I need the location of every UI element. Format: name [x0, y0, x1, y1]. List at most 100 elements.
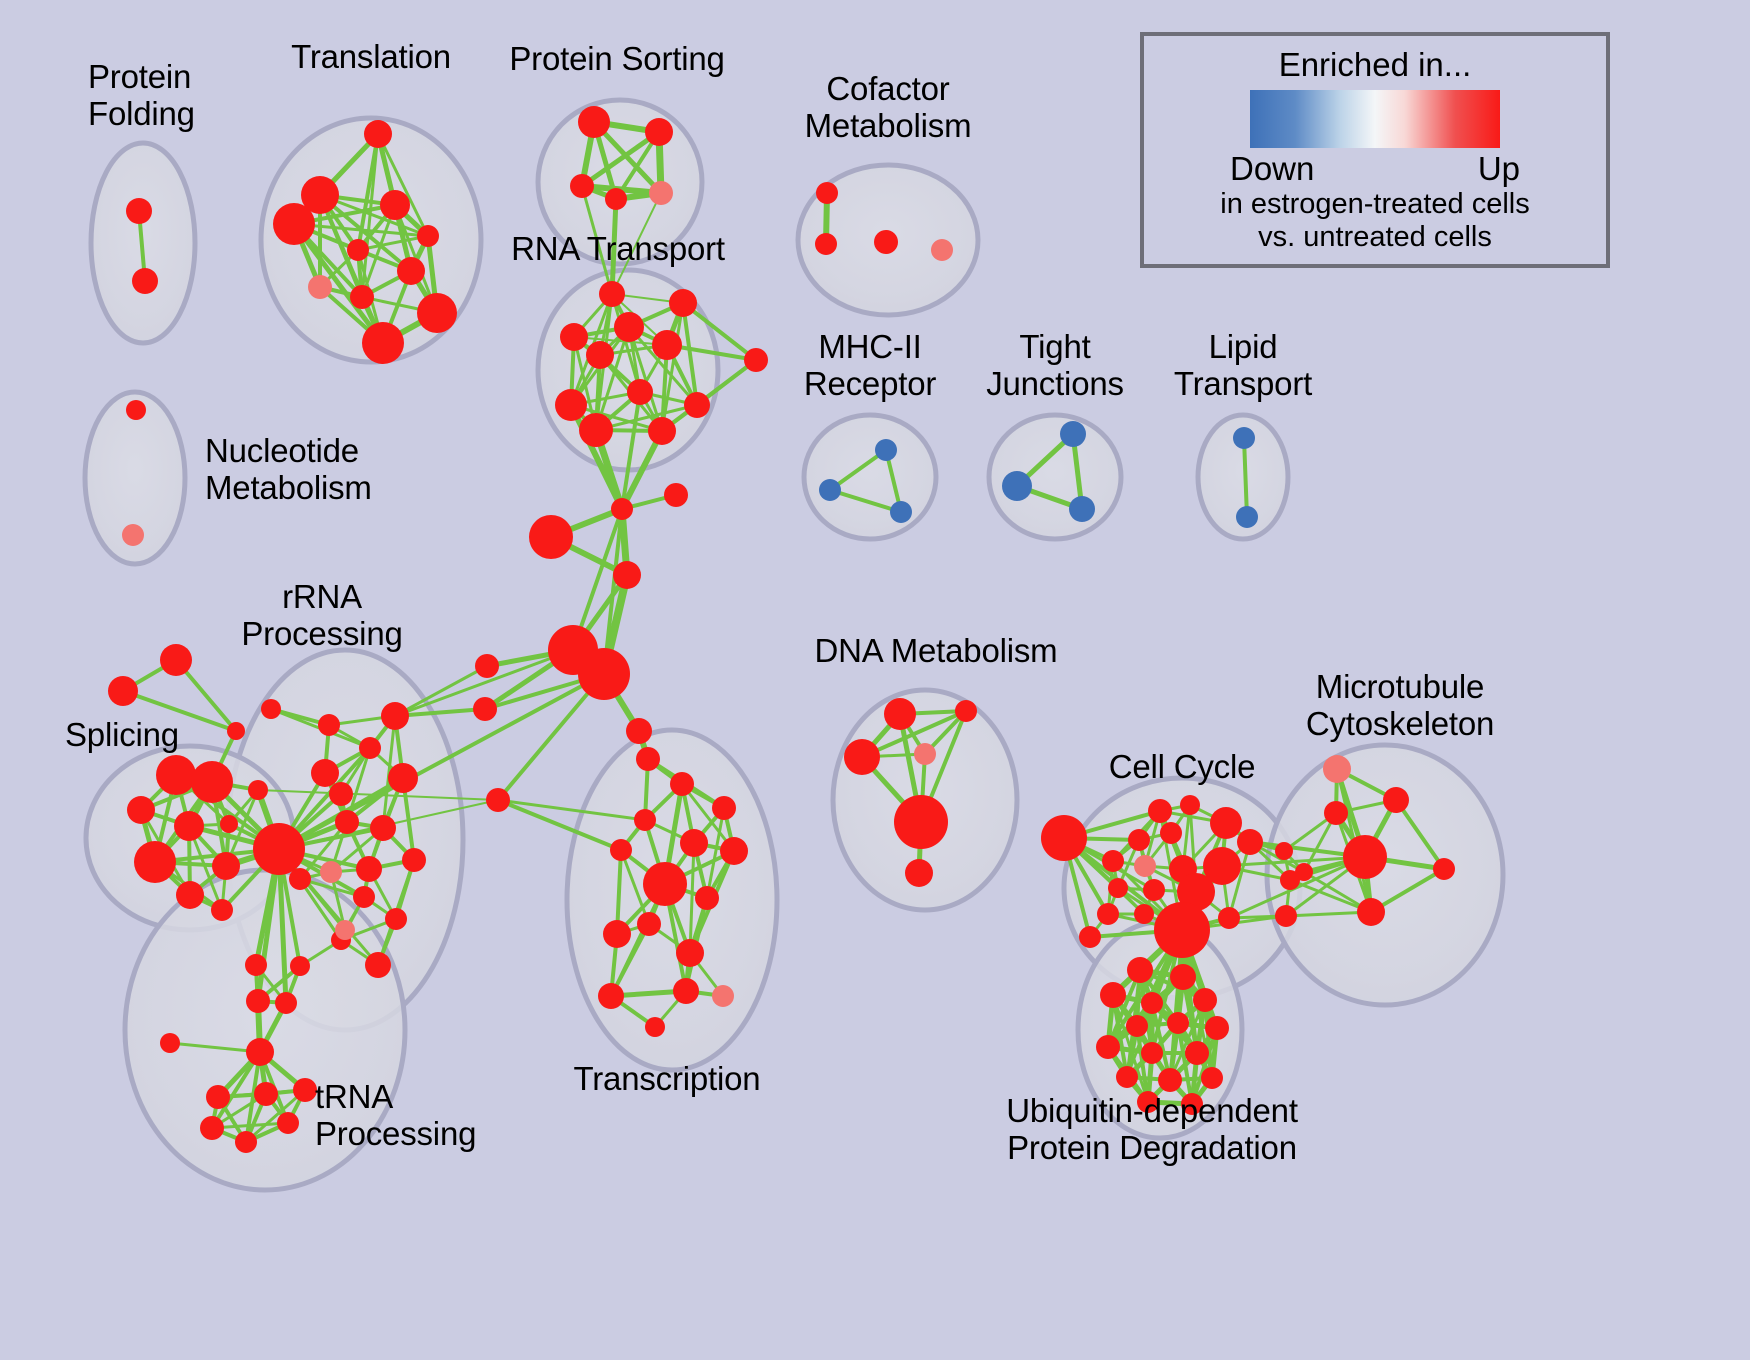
- network-node[interactable]: [1383, 787, 1409, 813]
- network-node[interactable]: [1236, 506, 1258, 528]
- network-node[interactable]: [174, 811, 204, 841]
- network-node[interactable]: [914, 743, 936, 765]
- network-node[interactable]: [200, 1116, 224, 1140]
- network-node[interactable]: [1097, 903, 1119, 925]
- network-node[interactable]: [1002, 471, 1032, 501]
- network-node[interactable]: [108, 676, 138, 706]
- network-node[interactable]: [1324, 801, 1348, 825]
- network-node[interactable]: [579, 413, 613, 447]
- network-node[interactable]: [160, 1033, 180, 1053]
- network-node[interactable]: [599, 281, 625, 307]
- network-node[interactable]: [388, 763, 418, 793]
- network-node[interactable]: [417, 225, 439, 247]
- network-node[interactable]: [613, 561, 641, 589]
- network-node[interactable]: [1205, 1016, 1229, 1040]
- network-node[interactable]: [132, 268, 158, 294]
- network-node[interactable]: [365, 952, 391, 978]
- network-node[interactable]: [1126, 1015, 1148, 1037]
- network-node[interactable]: [402, 848, 426, 872]
- network-node[interactable]: [1041, 815, 1087, 861]
- network-node[interactable]: [1280, 870, 1300, 890]
- network-node[interactable]: [637, 912, 661, 936]
- network-node[interactable]: [191, 761, 233, 803]
- network-node[interactable]: [1180, 795, 1200, 815]
- network-node[interactable]: [603, 920, 631, 948]
- network-node[interactable]: [364, 120, 392, 148]
- network-node[interactable]: [712, 796, 736, 820]
- network-node[interactable]: [648, 417, 676, 445]
- network-node[interactable]: [212, 852, 240, 880]
- network-node[interactable]: [335, 810, 359, 834]
- network-node[interactable]: [1100, 982, 1126, 1008]
- network-node[interactable]: [289, 868, 311, 890]
- network-node[interactable]: [235, 1131, 257, 1153]
- network-node[interactable]: [380, 190, 410, 220]
- network-node[interactable]: [614, 312, 644, 342]
- network-node[interactable]: [1357, 898, 1385, 926]
- network-node[interactable]: [670, 772, 694, 796]
- network-node[interactable]: [293, 1078, 317, 1102]
- network-node[interactable]: [473, 697, 497, 721]
- network-node[interactable]: [126, 400, 146, 420]
- network-node[interactable]: [626, 718, 652, 744]
- network-node[interactable]: [1134, 904, 1154, 924]
- network-node[interactable]: [1433, 858, 1455, 880]
- network-node[interactable]: [894, 795, 948, 849]
- network-node[interactable]: [301, 176, 339, 214]
- network-node[interactable]: [578, 648, 630, 700]
- network-node[interactable]: [1060, 421, 1086, 447]
- network-node[interactable]: [610, 839, 632, 861]
- network-node[interactable]: [1343, 835, 1387, 879]
- network-node[interactable]: [645, 118, 673, 146]
- network-node[interactable]: [1127, 957, 1153, 983]
- network-node[interactable]: [245, 954, 267, 976]
- network-node[interactable]: [134, 841, 176, 883]
- network-node[interactable]: [1069, 496, 1095, 522]
- network-node[interactable]: [370, 815, 396, 841]
- network-node[interactable]: [253, 823, 305, 875]
- network-node[interactable]: [1128, 829, 1150, 851]
- network-node[interactable]: [246, 1038, 274, 1066]
- network-node[interactable]: [356, 856, 382, 882]
- network-node[interactable]: [1181, 1093, 1203, 1115]
- network-node[interactable]: [605, 188, 627, 210]
- network-node[interactable]: [318, 714, 340, 736]
- network-node[interactable]: [381, 702, 409, 730]
- network-node[interactable]: [397, 257, 425, 285]
- network-node[interactable]: [664, 483, 688, 507]
- network-node[interactable]: [649, 181, 673, 205]
- network-node[interactable]: [1210, 807, 1242, 839]
- network-node[interactable]: [1218, 907, 1240, 929]
- network-node[interactable]: [1116, 1066, 1138, 1088]
- network-node[interactable]: [529, 515, 573, 559]
- network-node[interactable]: [1295, 863, 1313, 881]
- network-node[interactable]: [586, 341, 614, 369]
- network-node[interactable]: [684, 392, 710, 418]
- network-node[interactable]: [246, 989, 270, 1013]
- network-node[interactable]: [819, 479, 841, 501]
- network-node[interactable]: [611, 498, 633, 520]
- network-node[interactable]: [1323, 755, 1351, 783]
- network-node[interactable]: [1167, 1012, 1189, 1034]
- network-node[interactable]: [254, 1082, 278, 1106]
- network-node[interactable]: [1154, 902, 1210, 958]
- network-node[interactable]: [560, 323, 588, 351]
- network-node[interactable]: [1275, 905, 1297, 927]
- network-node[interactable]: [156, 755, 196, 795]
- network-node[interactable]: [636, 747, 660, 771]
- network-node[interactable]: [652, 330, 682, 360]
- network-node[interactable]: [680, 829, 708, 857]
- network-node[interactable]: [1275, 842, 1293, 860]
- network-node[interactable]: [1148, 799, 1172, 823]
- network-node[interactable]: [1177, 873, 1215, 911]
- network-node[interactable]: [890, 501, 912, 523]
- network-node[interactable]: [1233, 427, 1255, 449]
- network-node[interactable]: [329, 782, 353, 806]
- network-node[interactable]: [211, 899, 233, 921]
- network-node[interactable]: [1185, 1041, 1209, 1065]
- network-node[interactable]: [744, 348, 768, 372]
- network-node[interactable]: [1143, 879, 1165, 901]
- network-node[interactable]: [417, 293, 457, 333]
- network-node[interactable]: [127, 796, 155, 824]
- network-node[interactable]: [1137, 1091, 1159, 1113]
